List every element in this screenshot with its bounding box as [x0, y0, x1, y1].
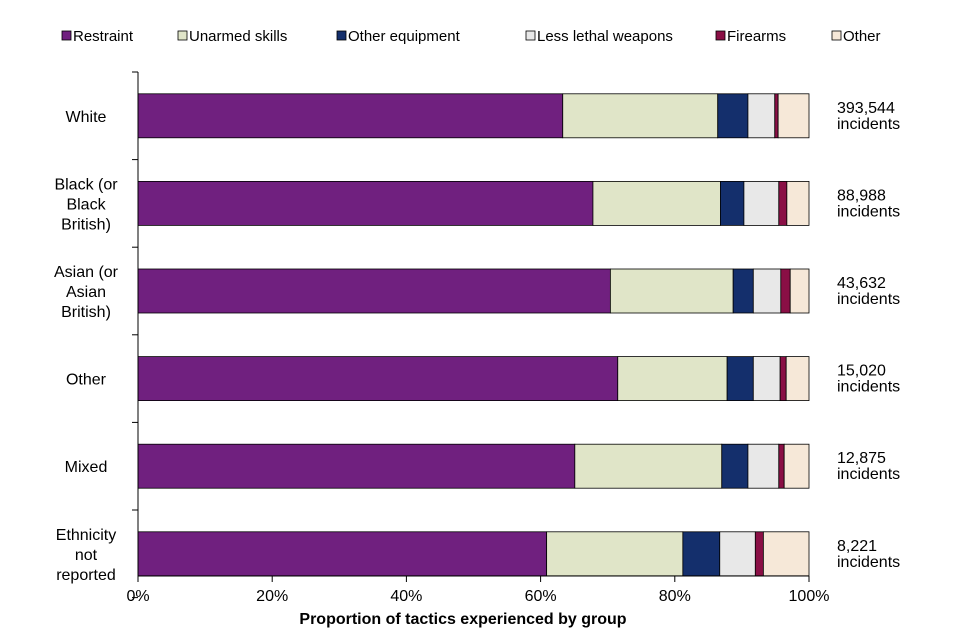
- category-label: British): [61, 216, 111, 233]
- bar-segment-other-equipment-5: [682, 531, 721, 577]
- category-label: White: [66, 109, 107, 126]
- legend-swatch-firearms: [715, 30, 726, 41]
- bar-segment-other-5: [762, 531, 810, 577]
- bars: [137, 93, 810, 577]
- bar-segment-unarmed-skills-4: [574, 443, 723, 489]
- axes: 0% 20% 40% 60% 80% 100%: [126, 71, 830, 605]
- x-tick-label: 20%: [256, 588, 288, 605]
- legend-swatch-restraint: [61, 30, 72, 41]
- category-label: not: [75, 547, 98, 564]
- bar-segment-other-2: [789, 268, 810, 314]
- category-label: Other: [66, 372, 107, 389]
- bar-segment-firearms-4: [778, 443, 785, 489]
- incident-unit: incidents: [837, 203, 900, 220]
- legend-label-less-lethal-weapons: Less lethal weapons: [537, 28, 673, 45]
- legend-label-other: Other: [843, 28, 881, 45]
- legend: Restraint Unarmed skills Other equipment Le…: [61, 28, 881, 45]
- bar-segment-restraint-2: [137, 268, 611, 314]
- legend-swatch-unarmed-skills: [177, 30, 188, 41]
- incident-count: 88,988: [837, 187, 886, 204]
- bar-segment-other-equipment-0: [717, 93, 749, 139]
- x-tick-label: 80%: [659, 588, 691, 605]
- x-tick-label: 40%: [390, 588, 422, 605]
- legend-swatch-other: [831, 30, 842, 41]
- bar-segment-unarmed-skills-3: [617, 356, 728, 402]
- bar-segment-firearms-1: [778, 180, 788, 226]
- category-label: Mixed: [65, 459, 108, 476]
- legend-label-firearms: Firearms: [727, 28, 786, 45]
- x-tick-label: 0%: [126, 588, 149, 605]
- incident-unit: incidents: [837, 291, 900, 308]
- bar-segment-firearms-5: [754, 531, 764, 577]
- incident-count: 15,020: [837, 363, 886, 380]
- bar-segment-unarmed-skills-5: [546, 531, 684, 577]
- bar-segment-restraint-5: [137, 531, 548, 577]
- bar-segment-restraint-0: [137, 93, 564, 139]
- bar-segment-restraint-1: [137, 180, 594, 226]
- bar-segment-unarmed-skills-0: [562, 93, 719, 139]
- bar-segment-other-equipment-4: [721, 443, 749, 489]
- bar-segment-other-4: [783, 443, 810, 489]
- category-label: Asian: [66, 284, 106, 301]
- x-axis-title: Proportion of tactics experienced by gro…: [299, 611, 626, 628]
- bar-segment-other-0: [777, 93, 810, 139]
- x-tick-label: 60%: [525, 588, 557, 605]
- bar-segment-less-lethal-weapons-2: [752, 268, 782, 314]
- legend-label-other-equipment: Other equipment: [348, 28, 461, 45]
- incident-count: 393,544: [837, 100, 895, 117]
- category-labels: White Black (or Black British) Asian (or Asia…: [54, 109, 119, 584]
- incident-unit: incidents: [837, 554, 900, 571]
- legend-label-restraint: Restraint: [73, 28, 134, 45]
- legend-swatch-other-equipment: [336, 30, 347, 41]
- category-label: Black (or: [54, 176, 118, 193]
- bar-segment-other-3: [785, 356, 810, 402]
- incident-unit: incidents: [837, 116, 900, 133]
- bar-segment-other-equipment-2: [732, 268, 754, 314]
- bar-segment-firearms-0: [774, 93, 779, 139]
- bar-segment-unarmed-skills-1: [592, 180, 721, 226]
- category-label: Asian (or: [54, 264, 119, 281]
- bar-segment-restraint-3: [137, 356, 619, 402]
- incident-count: 8,221: [837, 538, 877, 555]
- bar-segment-less-lethal-weapons-1: [743, 180, 780, 226]
- bar-segment-other-1: [786, 180, 810, 226]
- incident-count: 12,875: [837, 450, 886, 467]
- bar-segment-other-equipment-1: [720, 180, 745, 226]
- bar-segment-unarmed-skills-2: [609, 268, 734, 314]
- category-label: reported: [56, 567, 116, 584]
- category-label: Ethnicity: [56, 527, 116, 544]
- bar-segment-less-lethal-weapons-4: [747, 443, 780, 489]
- legend-swatch-less-lethal-weapons: [525, 30, 536, 41]
- bar-segment-firearms-2: [780, 268, 791, 314]
- bar-segment-restraint-4: [137, 443, 576, 489]
- incident-count: 43,632: [837, 275, 886, 292]
- bar-segment-less-lethal-weapons-0: [747, 93, 776, 139]
- incident-unit: incidents: [837, 379, 900, 396]
- bar-segment-firearms-3: [779, 356, 787, 402]
- incident-unit: incidents: [837, 466, 900, 483]
- category-label: Black: [66, 196, 106, 213]
- x-tick-label: 100%: [789, 588, 830, 605]
- bar-segment-other-equipment-3: [726, 356, 754, 402]
- category-label: British): [61, 304, 111, 321]
- incident-annotations: 393,544incidents88,988incidents43,632inc…: [837, 100, 900, 571]
- bar-segment-less-lethal-weapons-5: [719, 531, 756, 577]
- bar-segment-less-lethal-weapons-3: [752, 356, 781, 402]
- legend-label-unarmed-skills: Unarmed skills: [189, 28, 287, 45]
